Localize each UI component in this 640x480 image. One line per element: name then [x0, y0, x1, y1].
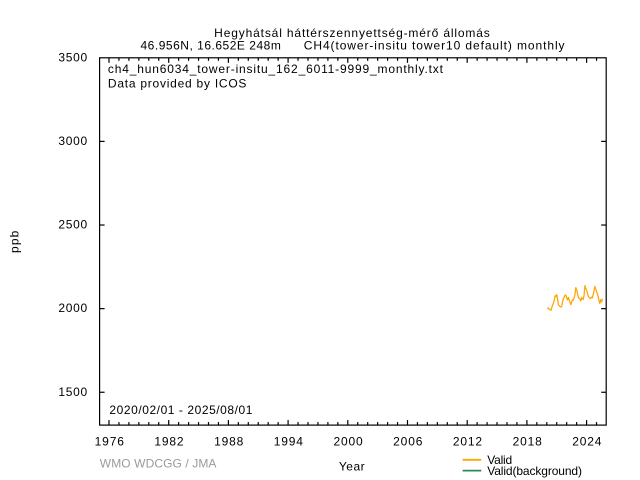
- svg-text:1976: 1976: [95, 435, 125, 449]
- svg-text:2000: 2000: [58, 301, 88, 315]
- svg-text:Valid: Valid: [487, 453, 512, 467]
- svg-text:CH4(tower-insitu tower10 defau: CH4(tower-insitu tower10 default) monthl…: [304, 39, 566, 53]
- svg-text:1988: 1988: [214, 435, 244, 449]
- svg-text:ch4_hun6034_tower-insitu_162_6: ch4_hun6034_tower-insitu_162_6011-9999_m…: [108, 62, 444, 76]
- svg-text:ppb: ppb: [7, 230, 21, 253]
- svg-text:1982: 1982: [154, 435, 184, 449]
- svg-text:WMO WDCGG / JMA: WMO WDCGG / JMA: [100, 457, 217, 471]
- svg-text:2020/02/01 - 2025/08/01: 2020/02/01 - 2025/08/01: [109, 403, 253, 417]
- svg-text:2024: 2024: [572, 435, 602, 449]
- svg-text:2018: 2018: [513, 435, 543, 449]
- svg-text:Data provided by ICOS: Data provided by ICOS: [108, 77, 247, 91]
- svg-text:2006: 2006: [393, 435, 423, 449]
- svg-text:Year: Year: [339, 460, 365, 474]
- svg-text:46.956N, 16.652E 248m: 46.956N, 16.652E 248m: [141, 39, 282, 53]
- svg-text:2000: 2000: [333, 435, 363, 449]
- svg-text:2012: 2012: [453, 435, 483, 449]
- svg-text:1500: 1500: [58, 385, 88, 399]
- svg-text:1994: 1994: [274, 435, 304, 449]
- svg-text:3500: 3500: [58, 50, 88, 64]
- svg-text:2500: 2500: [58, 218, 88, 232]
- svg-text:Hegyhátsál háttérszennyettség-: Hegyhátsál háttérszennyettség-mérő állom…: [214, 26, 491, 40]
- svg-text:Valid(background): Valid(background): [487, 464, 582, 478]
- svg-text:3000: 3000: [58, 134, 88, 148]
